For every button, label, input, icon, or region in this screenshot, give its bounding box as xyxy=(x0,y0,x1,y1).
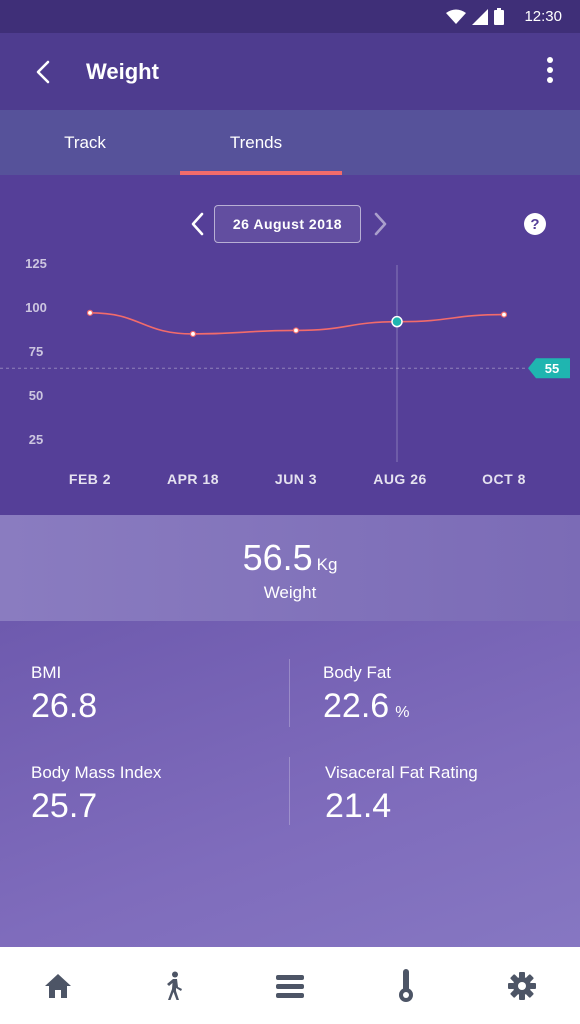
stat-divider xyxy=(289,757,290,825)
nav-home[interactable] xyxy=(0,947,116,1024)
more-vert-icon[interactable] xyxy=(542,55,558,85)
stat-visceral-fat: Visaceral Fat Rating 21.4 xyxy=(325,763,478,826)
date-navigator: 26 August 2018 ? xyxy=(0,205,580,245)
stat-value: 22.6 xyxy=(323,687,390,725)
stat-label: Body Fat xyxy=(323,663,392,682)
y-tick-label: 100 xyxy=(25,300,47,315)
app-bar: Weight xyxy=(0,33,580,110)
y-tick-label: 50 xyxy=(29,388,43,403)
y-tick-label: 125 xyxy=(25,256,47,271)
weight-summary: 56.5 Kg Weight xyxy=(0,515,580,621)
x-tick-label: JUN 3 xyxy=(275,471,317,487)
weight-trend-chart: 125 100 75 50 25 FEB 2 APR 18 JUN 3 AUG 26 OCT 8 5… xyxy=(0,256,570,487)
nav-temperature[interactable] xyxy=(348,947,464,1024)
tab-track[interactable]: Track xyxy=(0,110,170,175)
menu-icon xyxy=(276,974,304,998)
nav-activity[interactable] xyxy=(116,947,232,1024)
tab-track-label: Track xyxy=(64,132,106,152)
page-title: Weight xyxy=(86,59,159,84)
stat-value-row: 22.6% xyxy=(323,687,409,726)
stat-body-fat: Body Fat 22.6% xyxy=(323,663,409,726)
bottom-navigation xyxy=(0,947,580,1024)
weight-value-row: 56.5 Kg xyxy=(0,537,580,579)
weight-unit: Kg xyxy=(316,555,338,574)
data-point[interactable] xyxy=(500,311,508,318)
x-tick-label: OCT 8 xyxy=(482,471,526,487)
nav-menu[interactable] xyxy=(232,947,348,1024)
battery-icon xyxy=(494,8,504,25)
x-tick-label: APR 18 xyxy=(167,471,219,487)
stat-label: Visaceral Fat Rating xyxy=(325,763,478,782)
date-picker-button[interactable]: 26 August 2018 xyxy=(214,205,361,243)
chevron-left-icon[interactable] xyxy=(186,211,210,237)
tab-trends-label: Trends xyxy=(229,132,283,152)
nav-settings[interactable] xyxy=(464,947,580,1024)
signal-icon xyxy=(472,8,488,25)
reference-badge-label: 55 xyxy=(545,361,559,376)
x-tick-label: FEB 2 xyxy=(69,471,111,487)
chevron-right-icon[interactable] xyxy=(368,211,392,237)
status-bar: 12:30 xyxy=(0,0,580,33)
stat-value: 25.7 xyxy=(31,787,98,825)
stat-divider xyxy=(289,659,290,727)
data-point[interactable] xyxy=(292,327,300,334)
stat-value: 26.8 xyxy=(31,687,98,725)
thermometer-icon xyxy=(399,968,413,1002)
status-time: 12:30 xyxy=(524,8,562,25)
walking-icon xyxy=(167,971,182,1000)
active-tab-indicator xyxy=(180,171,342,175)
trend-chart-panel: 125 100 75 50 25 FEB 2 APR 18 JUN 3 AUG 26 OCT 8 5… xyxy=(0,175,580,515)
home-icon xyxy=(45,973,71,998)
gear-icon xyxy=(508,971,536,1000)
stat-value-row: 25.7 xyxy=(31,787,161,826)
stat-body-mass-index: Body Mass Index 25.7 xyxy=(31,763,161,826)
stat-unit: % xyxy=(395,704,410,721)
weight-value: 56.5 xyxy=(242,537,313,578)
back-arrow-icon[interactable] xyxy=(30,58,58,86)
x-tick-label: AUG 26 xyxy=(373,471,427,487)
tab-trends[interactable]: Trends xyxy=(170,110,342,175)
stat-label: Body Mass Index xyxy=(31,763,162,782)
wifi-icon xyxy=(446,9,466,24)
help-icon[interactable]: ? xyxy=(524,213,546,235)
body-stats: BMI 26.8 Body Fat 22.6% Body Mass Index … xyxy=(0,621,580,947)
stat-value: 21.4 xyxy=(325,787,392,825)
selected-data-point[interactable] xyxy=(391,315,403,328)
y-tick-label: 75 xyxy=(29,344,43,359)
tab-bar: Track Trends xyxy=(0,110,580,175)
data-point[interactable] xyxy=(86,309,94,316)
stat-bmi: BMI 26.8 xyxy=(31,663,97,726)
y-tick-label: 25 xyxy=(29,432,43,447)
stat-value-row: 21.4 xyxy=(325,787,478,826)
reference-badge xyxy=(528,358,570,379)
weight-label: Weight xyxy=(263,583,317,602)
status-icons xyxy=(446,8,504,25)
stat-value-row: 26.8 xyxy=(31,687,97,726)
stat-label: BMI xyxy=(31,663,62,682)
data-point[interactable] xyxy=(189,330,197,338)
